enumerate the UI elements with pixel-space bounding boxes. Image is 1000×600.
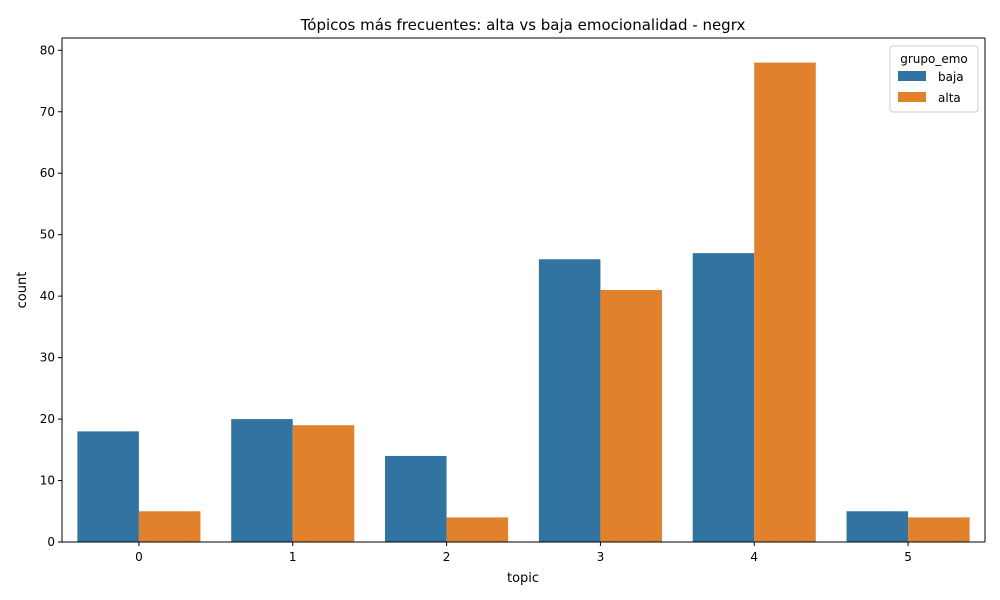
legend-label-baja: baja bbox=[938, 70, 964, 84]
bar-alta-topic-2 bbox=[446, 517, 509, 542]
bars-layer bbox=[77, 62, 970, 543]
x-tick-label: 0 bbox=[135, 550, 143, 564]
bar-baja-topic-4 bbox=[692, 253, 755, 542]
x-tick-label: 5 bbox=[904, 550, 912, 564]
legend: grupo_emo baja alta bbox=[889, 45, 979, 113]
legend-entries: baja alta bbox=[898, 70, 964, 105]
bar-baja-topic-0 bbox=[77, 431, 139, 542]
y-tick-label: 60 bbox=[40, 166, 55, 180]
x-tick-label: 4 bbox=[750, 550, 758, 564]
legend-swatch-baja bbox=[898, 71, 926, 81]
bar-baja-topic-1 bbox=[231, 419, 293, 542]
y-tick-label: 0 bbox=[47, 535, 55, 549]
legend-title: grupo_emo bbox=[900, 52, 968, 66]
y-tick-label: 30 bbox=[40, 351, 55, 365]
chart-title: Tópicos más frecuentes: alta vs baja emo… bbox=[300, 16, 746, 34]
x-tick-label: 1 bbox=[289, 550, 297, 564]
legend-label-alta: alta bbox=[938, 91, 961, 105]
bar-alta-topic-1 bbox=[292, 425, 355, 542]
y-tick-label: 80 bbox=[40, 43, 55, 57]
x-axis-title: topic bbox=[507, 571, 539, 586]
bar-baja-topic-5 bbox=[846, 511, 909, 542]
axes-layer: 0 10 20 30 40 50 60 70 80 0 1 2 3 4 5 bbox=[40, 37, 986, 564]
bar-alta-topic-4 bbox=[754, 62, 816, 543]
x-tick-label: 3 bbox=[597, 550, 605, 564]
bar-baja-topic-3 bbox=[538, 259, 601, 542]
y-tick-label: 40 bbox=[40, 289, 55, 303]
legend-swatch-alta bbox=[898, 92, 926, 102]
y-tick-label: 20 bbox=[40, 412, 55, 426]
x-tick-label: 2 bbox=[443, 550, 451, 564]
bar-baja-topic-2 bbox=[385, 455, 447, 542]
y-tick-label: 50 bbox=[40, 228, 55, 242]
y-axis-title: count bbox=[15, 272, 30, 309]
y-tick-label: 10 bbox=[40, 474, 55, 488]
bar-alta-topic-5 bbox=[908, 517, 970, 542]
y-tick-label: 70 bbox=[40, 105, 55, 119]
bar-alta-topic-3 bbox=[600, 290, 662, 542]
bar-alta-topic-0 bbox=[138, 511, 201, 542]
